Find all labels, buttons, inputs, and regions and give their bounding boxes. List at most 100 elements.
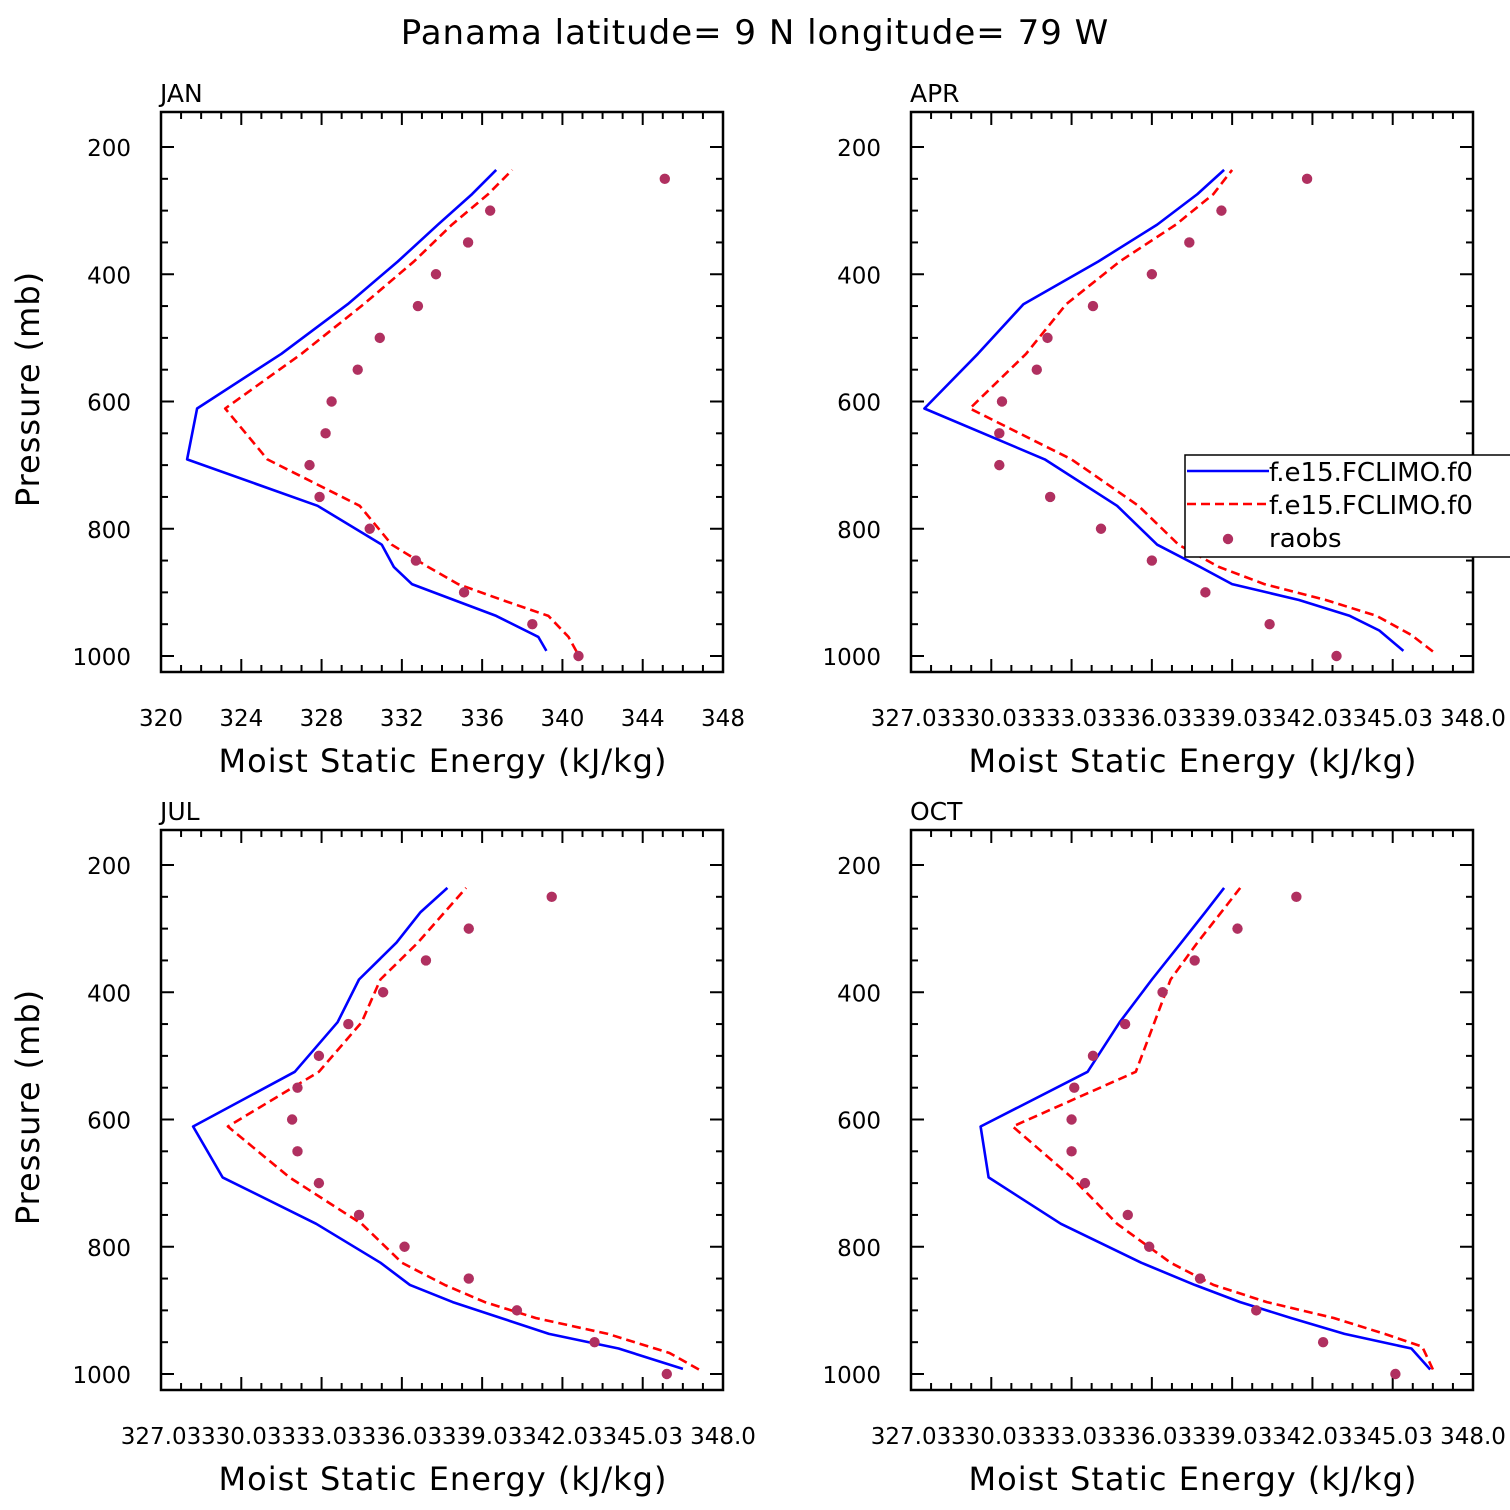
raobs-point <box>1189 955 1200 966</box>
x-tick-label: 342.03 <box>1272 1424 1352 1450</box>
raobs-point <box>352 364 363 375</box>
raobs-point <box>661 1368 672 1380</box>
raobs-point <box>1069 1082 1080 1093</box>
raobs-point <box>1251 1305 1262 1316</box>
x-tick-label: 327.03 <box>871 706 951 732</box>
raobs-point <box>1044 491 1056 503</box>
y-axis-title: Pressure (mb) <box>9 271 47 507</box>
raobs-point <box>1122 1209 1133 1221</box>
x-tick-label: 348.0 <box>1440 1424 1506 1450</box>
raobs-point <box>292 1082 303 1093</box>
raobs-point <box>996 396 1008 407</box>
raobs-point <box>1087 300 1099 312</box>
x-axis-title: Moist Static Energy (kJ/kg) <box>969 742 1418 780</box>
raobs-point <box>659 173 670 185</box>
y-tick-label: 800 <box>837 1236 881 1262</box>
data-layer <box>923 168 1434 662</box>
raobs-point <box>412 300 424 312</box>
x-tick-label: 327.03 <box>121 1424 201 1450</box>
raobs-point <box>1216 205 1227 216</box>
raobs-point <box>546 891 557 903</box>
x-tick-label: 333.03 <box>1031 1424 1111 1450</box>
y-tick-label: 1000 <box>72 1363 131 1389</box>
figure-title: Panama latitude= 9 N longitude= 79 W <box>401 13 1110 53</box>
x-tick-label: 336.03 <box>362 1424 442 1450</box>
y-tick-label: 1000 <box>822 645 881 671</box>
raobs-point <box>364 523 375 534</box>
raobs-point <box>484 205 496 216</box>
x-tick-label: 345.03 <box>1352 1424 1432 1450</box>
raobs-point <box>1194 1273 1206 1284</box>
raobs-point <box>463 923 474 934</box>
raobs-point <box>1301 173 1313 185</box>
raobs-point <box>320 428 331 439</box>
data-layer <box>979 887 1435 1380</box>
raobs-point <box>994 459 1005 471</box>
x-tick-label: 327.03 <box>871 1424 951 1450</box>
legend-raobs-marker <box>1222 533 1234 545</box>
y-tick-label: 400 <box>837 981 881 1007</box>
y-tick-label: 200 <box>87 854 131 880</box>
raobs-point <box>353 1209 365 1221</box>
y-tick-label: 1000 <box>822 1363 881 1389</box>
raobs-point <box>1095 523 1107 534</box>
x-tick-label: 340 <box>540 706 584 732</box>
x-axis-title: Moist Static Energy (kJ/kg) <box>969 1460 1418 1498</box>
raobs-point <box>326 396 337 407</box>
raobs-point <box>458 587 470 598</box>
y-tick-label: 800 <box>87 1236 131 1262</box>
raobs-point <box>313 1050 325 1062</box>
raobs-point <box>374 332 385 344</box>
raobs-point <box>1200 587 1211 598</box>
x-axis-title: Moist Static Energy (kJ/kg) <box>219 1460 668 1498</box>
y-tick-label: 400 <box>87 263 131 289</box>
x-tick-label: 320 <box>139 706 183 732</box>
raobs-point <box>1042 332 1053 344</box>
panels: JAN 320 324 328 332 336 340 344 348 200 400 600 800 1… <box>9 79 1510 1498</box>
x-tick-label: 345.03 <box>1352 706 1432 732</box>
x-tick-label: 342.03 <box>1272 706 1352 732</box>
raobs-point <box>430 269 442 280</box>
raobs-point <box>1331 650 1342 662</box>
series-dashed-line <box>223 168 578 653</box>
raobs-point <box>527 618 538 630</box>
raobs-point <box>1146 269 1158 280</box>
raobs-point <box>462 237 474 248</box>
raobs-point <box>1157 987 1168 998</box>
raobs-point <box>410 555 422 566</box>
raobs-point <box>314 491 325 503</box>
raobs-point <box>573 650 584 662</box>
raobs-point <box>1066 1114 1077 1125</box>
x-tick-label: 336.03 <box>1112 706 1192 732</box>
legend-entry-label: f.e15.FCLIMO.f0 <box>1269 491 1473 521</box>
x-tick-label: 324 <box>219 706 263 732</box>
y-tick-label: 800 <box>87 518 131 544</box>
series-solid-line <box>185 168 548 652</box>
legend-box <box>1184 454 1510 558</box>
x-tick-label: 328 <box>300 706 344 732</box>
x-tick-label: 333.03 <box>281 1424 361 1450</box>
legend-entry-label: raobs <box>1269 524 1342 554</box>
raobs-point <box>1184 237 1195 248</box>
panel-label: JUL <box>158 797 200 826</box>
raobs-point <box>1079 1177 1091 1189</box>
raobs-point <box>1291 891 1302 903</box>
y-axis-title: Pressure (mb) <box>9 989 47 1225</box>
y-tick-label: 200 <box>87 136 131 162</box>
x-tick-label: 345.03 <box>602 1424 682 1450</box>
raobs-point <box>1066 1146 1077 1157</box>
x-tick-label: 336 <box>460 706 504 732</box>
raobs-point <box>313 1177 325 1189</box>
raobs-point <box>1317 1336 1329 1348</box>
raobs-point <box>292 1146 303 1157</box>
raobs-point <box>511 1305 523 1316</box>
raobs-point <box>1146 555 1158 566</box>
x-tick-label: 348.0 <box>1440 706 1506 732</box>
data-layer <box>191 886 700 1380</box>
x-tick-label: 330.03 <box>951 1424 1031 1450</box>
y-tick-label: 200 <box>837 136 881 162</box>
